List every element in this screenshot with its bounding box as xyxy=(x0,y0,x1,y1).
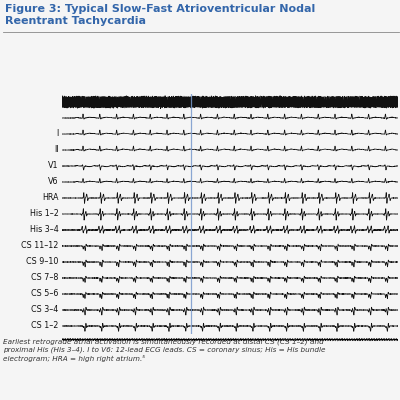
Text: II: II xyxy=(54,146,59,154)
Text: His 1–2: His 1–2 xyxy=(30,210,59,218)
Text: Figure 3: Typical Slow-Fast Atrioventricular Nodal: Figure 3: Typical Slow-Fast Atrioventric… xyxy=(5,4,315,14)
Text: CS 3–4: CS 3–4 xyxy=(31,306,59,314)
Text: CS 9–10: CS 9–10 xyxy=(26,258,59,266)
Text: His 3–4: His 3–4 xyxy=(30,226,59,234)
Text: CS 5–6: CS 5–6 xyxy=(31,290,59,298)
Text: CS 11–12: CS 11–12 xyxy=(21,242,59,250)
Text: Earliest retrograde atrial activation is simultaneously recorded at distal CS (C: Earliest retrograde atrial activation is… xyxy=(3,338,326,362)
Text: V6: V6 xyxy=(48,178,59,186)
Text: V1: V1 xyxy=(48,162,59,170)
Text: CS 7–8: CS 7–8 xyxy=(31,274,59,282)
Text: CS 1–2: CS 1–2 xyxy=(31,322,59,330)
Text: Reentrant Tachycardia: Reentrant Tachycardia xyxy=(5,16,146,26)
Text: HRA: HRA xyxy=(42,194,59,202)
Text: I: I xyxy=(56,130,59,138)
